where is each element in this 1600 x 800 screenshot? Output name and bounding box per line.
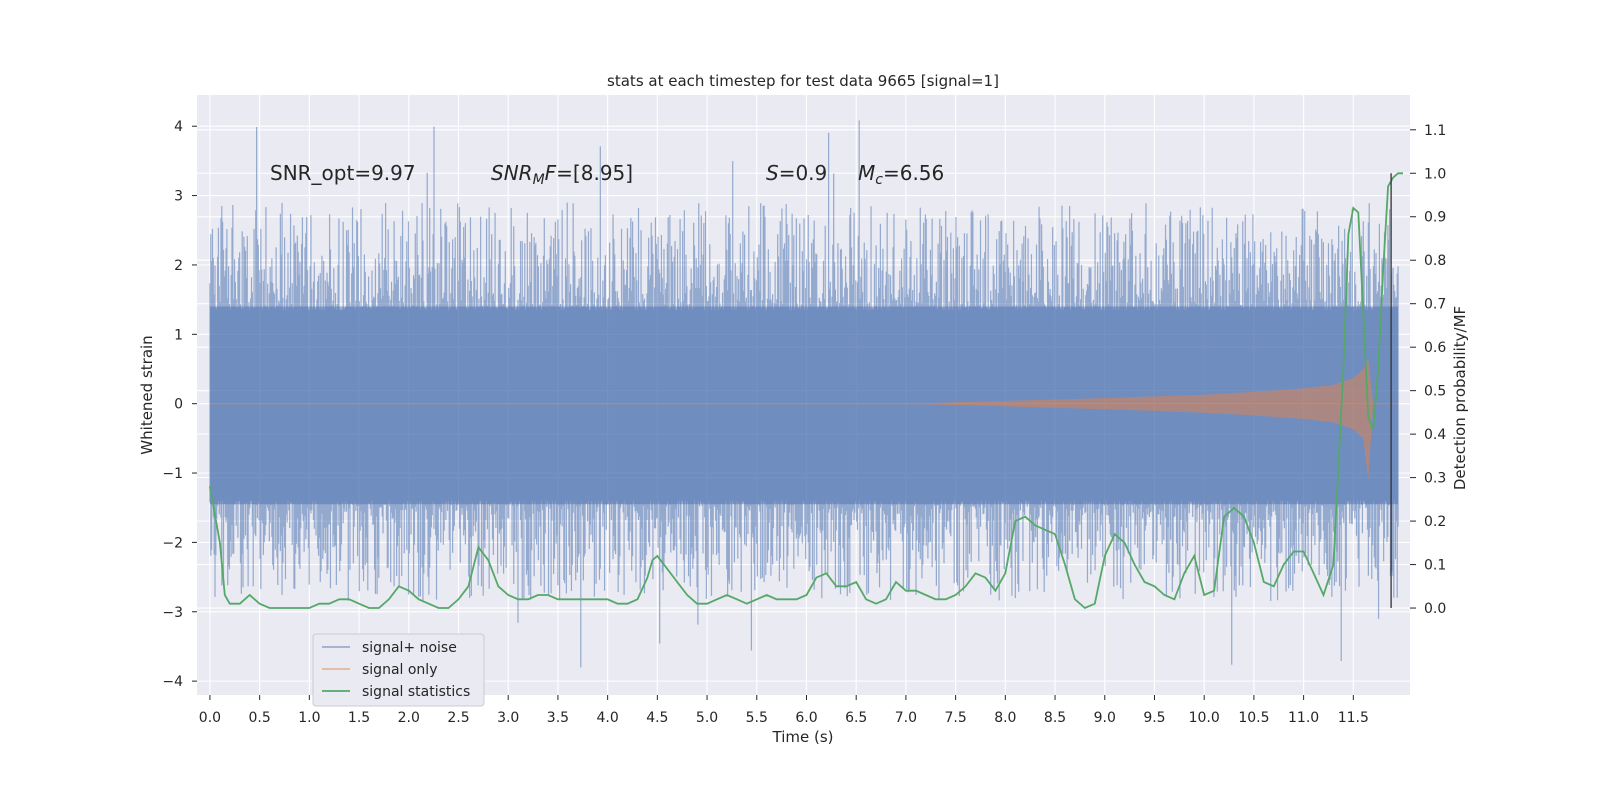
annotation-s: S=0.9 bbox=[766, 161, 827, 185]
x-tick-label: 7.0 bbox=[895, 710, 917, 726]
right-y-tick-label: 0.5 bbox=[1424, 384, 1446, 400]
legend-label-signal-statistics: signal statistics bbox=[362, 684, 470, 700]
signal-only-series bbox=[209, 358, 1399, 481]
x-tick-label: 11.5 bbox=[1338, 710, 1369, 726]
snr-mf-value: =[8.95] bbox=[556, 161, 633, 185]
right-y-tick-label: 0.1 bbox=[1424, 558, 1446, 574]
right-y-tick-label: 0.4 bbox=[1424, 427, 1446, 443]
mc-value: =6.56 bbox=[883, 161, 944, 185]
x-tick-label: 6.0 bbox=[795, 710, 817, 726]
left-y-tick-label: 2 bbox=[174, 258, 183, 274]
annotation-snr-opt: SNR_opt=9.97 bbox=[270, 161, 416, 185]
x-tick-label: 1.5 bbox=[348, 710, 370, 726]
x-tick-label: 5.5 bbox=[746, 710, 768, 726]
x-tick-label: 10.0 bbox=[1189, 710, 1220, 726]
left-y-axis-label: Whitened strain bbox=[138, 335, 156, 454]
right-y-tick-label: 0.6 bbox=[1424, 340, 1446, 356]
right-y-tick-label: 0.0 bbox=[1424, 601, 1446, 617]
legend-label-signal-only: signal only bbox=[362, 662, 437, 678]
x-tick-label: 4.5 bbox=[646, 710, 668, 726]
left-y-tick-label: −3 bbox=[162, 605, 183, 621]
annotation-mc: Mc=6.56 bbox=[858, 161, 944, 188]
left-y-tick-label: 0 bbox=[174, 397, 183, 413]
x-tick-label: 9.0 bbox=[1094, 710, 1116, 726]
left-y-tick-label: 4 bbox=[174, 119, 183, 135]
left-y-tick-label: −4 bbox=[162, 674, 183, 690]
signal-statistics-line bbox=[209, 172, 1403, 610]
right-y-tick-label: 0.2 bbox=[1424, 514, 1446, 530]
right-y-tick-label: 0.7 bbox=[1424, 297, 1446, 313]
right-y-tick-label: 0.8 bbox=[1424, 253, 1446, 269]
x-tick-label: 8.0 bbox=[994, 710, 1016, 726]
right-y-tick-label: 0.3 bbox=[1424, 471, 1446, 487]
annotation-snr-mf: SNRMF=[8.95] bbox=[491, 161, 633, 188]
left-y-tick-label: −1 bbox=[162, 466, 183, 482]
x-tick-label: 0.5 bbox=[249, 710, 271, 726]
x-tick-label: 8.5 bbox=[1044, 710, 1066, 726]
s-symbol: S bbox=[766, 161, 779, 185]
snr-mf-symbol: SNR bbox=[491, 161, 533, 185]
s-value: =0.9 bbox=[779, 161, 828, 185]
x-tick-label: 2.5 bbox=[447, 710, 469, 726]
left-y-axis-ticks: −4 −3 −2 −1 0 1 2 3 4 bbox=[162, 119, 197, 690]
x-tick-label: 5.0 bbox=[696, 710, 718, 726]
legend: signal+ noise signal only signal statist… bbox=[312, 633, 485, 707]
x-tick-label: 11.0 bbox=[1288, 710, 1319, 726]
right-y-tick-label: 0.9 bbox=[1424, 210, 1446, 226]
right-y-axis-label: Detection probability/MF bbox=[1451, 306, 1469, 490]
snr-mf-subscript: M bbox=[533, 172, 545, 188]
x-tick-label: 3.5 bbox=[547, 710, 569, 726]
mc-symbol: M bbox=[858, 161, 875, 185]
right-y-axis-ticks: 0.0 0.1 0.2 0.3 0.4 0.5 0.6 0.7 0.8 0.9 1.0 1.1 bbox=[1410, 123, 1446, 617]
left-y-tick-label: −2 bbox=[162, 535, 183, 551]
left-y-tick-label: 3 bbox=[174, 189, 183, 205]
x-tick-label: 10.5 bbox=[1238, 710, 1269, 726]
x-tick-label: 9.5 bbox=[1143, 710, 1165, 726]
x-tick-label: 7.5 bbox=[944, 710, 966, 726]
legend-label-signal-plus-noise: signal+ noise bbox=[362, 640, 457, 656]
x-tick-label: 4.0 bbox=[596, 710, 618, 726]
signal-statistics-series bbox=[209, 172, 1403, 610]
legend-box bbox=[312, 633, 485, 707]
x-tick-label: 0.0 bbox=[199, 710, 221, 726]
x-axis-label: Time (s) bbox=[772, 728, 834, 746]
left-y-tick-label: 1 bbox=[174, 327, 183, 343]
x-tick-label: 6.5 bbox=[845, 710, 867, 726]
x-tick-label: 2.0 bbox=[398, 710, 420, 726]
snr-mf-f: F bbox=[545, 161, 557, 185]
x-tick-label: 3.0 bbox=[497, 710, 519, 726]
mc-subscript: c bbox=[875, 172, 883, 188]
right-y-tick-label: 1.0 bbox=[1424, 166, 1446, 182]
x-axis-ticks: 0.0 0.5 1.0 1.5 2.0 2.5 3.0 3.5 4.0 4.5 5.0 5.5 6.0 6… bbox=[199, 695, 1369, 726]
right-y-tick-label: 1.1 bbox=[1424, 123, 1446, 139]
x-tick-label: 1.0 bbox=[298, 710, 320, 726]
chart-title: stats at each timestep for test data 966… bbox=[607, 72, 999, 90]
